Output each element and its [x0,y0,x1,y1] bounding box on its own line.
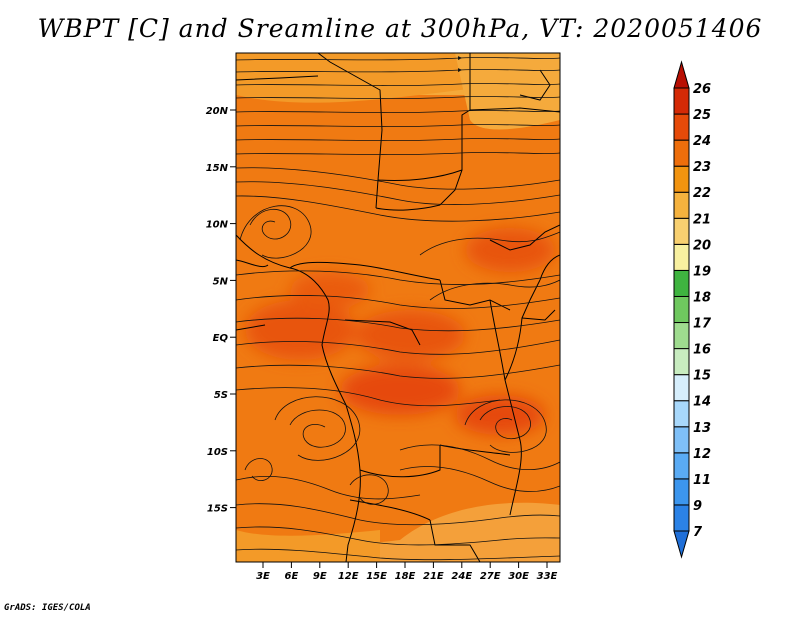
colorbar-label: 16 [693,343,711,358]
lon-label: 9E [313,571,327,582]
lon-label: 33E [537,571,558,582]
colorbar-label: 22 [693,186,711,201]
colorbar-box [673,374,690,402]
lon-label: 21E [423,571,444,582]
lat-label: EQ [213,333,229,344]
colorbar-label: 9 [693,499,702,514]
colorbar-label: 17 [693,317,712,332]
colorbar-box [673,87,690,115]
colorbar-box [673,322,690,350]
colorbar-box [673,269,690,297]
colorbar-box [673,400,690,428]
colorbar-label: 25 [693,108,711,123]
lon-label: 3E [256,571,270,582]
colorbar-label: 11 [693,473,711,488]
colorbar-max-extension [673,60,690,89]
colorbar-box [673,165,690,193]
lat-label: 5N [213,276,229,287]
streamlines [236,56,560,561]
colorbar-label: 24 [693,134,711,149]
lat-label: 10S [207,447,228,458]
map-plot-area [236,53,560,562]
colorbar-box [673,295,690,324]
lat-label: 5S [214,390,228,401]
colorbar-label: 7 [693,525,703,540]
colorbar-box [673,217,690,245]
colorbar-box [673,191,690,219]
lon-label: 12E [338,571,359,582]
lon-label: 24E [451,571,472,582]
colorbar-box [673,478,690,506]
colorbar-label: 26 [693,82,711,97]
colorbar-label: 12 [693,447,711,462]
colorbar-label: 23 [693,160,711,175]
lat-label: 10N [206,220,229,231]
colorbar-label: 15 [693,369,711,384]
colorbar-box [673,452,690,480]
colorbar-label: 14 [693,395,711,410]
lon-label: 27E [480,571,501,582]
longitude-axis: 3E 6E 9E 12E 15E 18E 21E 24E 27E 30E 33E [256,562,558,582]
lon-label: 30E [508,571,529,582]
grads-credit: GrADS: IGES/COLA [4,603,91,613]
colorbar-box [673,243,690,271]
colorbar-label: 21 [693,212,711,227]
colorbar-label: 18 [693,290,711,305]
lon-label: 6E [285,571,299,582]
colorbar-min-extension [673,530,690,559]
latitude-axis: 20N 15N 10N 5N EQ 5S 10S 15S [206,106,236,515]
map-frame [235,52,561,563]
lon-label: 15E [366,571,387,582]
lat-label: 20N [206,106,229,117]
colorbar-box [673,348,690,376]
colorbar-label: 13 [693,421,711,436]
colorbar-box [673,426,690,454]
lon-label: 18E [395,571,416,582]
colorbar-box [673,113,690,141]
colorbar: 7 9 11 12 13 14 15 16 17 18 19 20 21 22 23 24 25 26 [673,60,712,559]
colorbar-label: 19 [693,264,711,279]
wbpt-warm-regions [245,228,555,435]
colorbar-box [673,139,690,167]
wbpt-northeast-patch [455,53,560,130]
colorbar-label: 20 [693,238,711,253]
lat-label: 15S [207,504,228,515]
chart-title: WBPT [C] and Sreamline at 300hPa, VT: 20… [37,14,763,43]
lat-label: 15N [206,163,229,174]
colorbar-box [673,504,690,532]
